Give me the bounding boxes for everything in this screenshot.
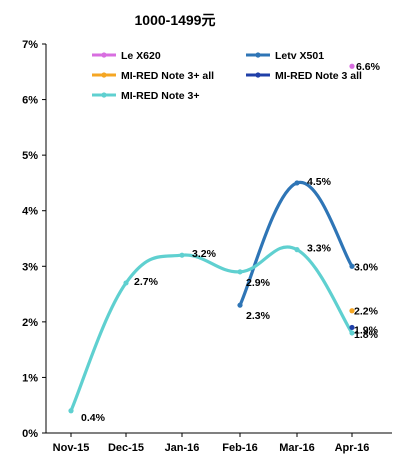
- y-tick-label: 4%: [22, 206, 38, 218]
- x-tick-label: Mar-16: [279, 442, 314, 454]
- data-label: 1.9%: [354, 324, 379, 336]
- x-tick-label: Nov-15: [53, 442, 90, 454]
- series-points: [68, 63, 355, 414]
- data-label: 3.2%: [192, 248, 217, 260]
- legend-marker: [255, 52, 261, 58]
- y-tick-label: 2%: [22, 317, 38, 329]
- data-point-letv-x501: [349, 263, 355, 269]
- data-label: 3.3%: [307, 243, 332, 255]
- data-point-mi-red-note-3-all: [349, 324, 355, 331]
- data-label: 6.6%: [356, 61, 381, 73]
- legend-marker: [101, 92, 107, 98]
- data-point-mi-red-note-3: [237, 269, 243, 275]
- legend-label: Letv X501: [275, 50, 324, 62]
- data-point-mi-red-note-3: [123, 280, 129, 286]
- legend-marker: [101, 72, 107, 78]
- legend-item-le-x620: Le X620: [92, 50, 161, 62]
- x-tick-label: Jan-16: [165, 442, 200, 454]
- legend-label: Le X620: [121, 50, 161, 62]
- y-tick-label: 7%: [22, 39, 38, 51]
- data-label: 1.8%: [354, 329, 379, 341]
- data-label: 2.3%: [246, 310, 271, 322]
- y-tick-label: 6%: [22, 95, 38, 107]
- y-tick-label: 3%: [22, 261, 38, 273]
- y-tick-label: 1%: [22, 372, 38, 384]
- x-tick-label: Apr-16: [335, 442, 370, 454]
- legend-marker: [255, 72, 261, 78]
- y-tick-label: 5%: [22, 150, 38, 162]
- data-point-le-x620: [349, 63, 355, 69]
- legend-item-mi-red-note-3-all: MI-RED Note 3+ all: [92, 70, 214, 82]
- data-label: 4.5%: [307, 176, 332, 188]
- data-point-letv-x501: [294, 180, 300, 186]
- x-tick-label: Feb-16: [222, 442, 257, 454]
- data-point-mi-red-note-3: [349, 330, 355, 336]
- legend-label: MI-RED Note 3+ all: [121, 70, 214, 82]
- legend-item-mi-red-note-3-all: MI-RED Note 3 all: [246, 70, 362, 82]
- legend-marker: [101, 52, 107, 58]
- legend-item-mi-red-note-3: MI-RED Note 3+: [92, 90, 199, 102]
- legend-item-letv-x501: Letv X501: [246, 50, 324, 62]
- data-point-mi-red-note-3: [294, 247, 300, 253]
- chart-title: 1000-1499元: [135, 12, 216, 28]
- y-tick-label: 0%: [22, 428, 38, 440]
- data-point-mi-red-note-3-all: [349, 308, 355, 314]
- data-label: 2.9%: [246, 277, 271, 289]
- series-line-mi-red-note-3: [69, 245, 354, 413]
- legend: Le X620 Letv X501 MI-RED Note 3+ all MI-RED…: [92, 50, 362, 102]
- data-point-letv-x501: [237, 302, 243, 308]
- x-tick-label: Dec-15: [108, 442, 144, 454]
- legend-label: MI-RED Note 3 all: [275, 70, 362, 82]
- series-lines: [69, 181, 354, 413]
- data-point-mi-red-note-3: [179, 252, 185, 258]
- data-labels: 6.6% 2.3% 4.5% 3.0% 2.2% 1.9% 0.4% 2.7% 3.2% 2.9%…: [81, 61, 381, 424]
- data-label: 0.4%: [81, 412, 106, 424]
- data-point-mi-red-note-3: [68, 408, 74, 414]
- axes: 0% 1% 2% 3% 4% 5% 6% 7% Nov-15 Dec-15 Jan-16 Feb-16…: [22, 39, 392, 454]
- data-label: 2.2%: [354, 306, 379, 318]
- data-label: 2.7%: [134, 276, 159, 288]
- legend-label: MI-RED Note 3+: [121, 90, 199, 102]
- data-label: 3.0%: [354, 261, 379, 273]
